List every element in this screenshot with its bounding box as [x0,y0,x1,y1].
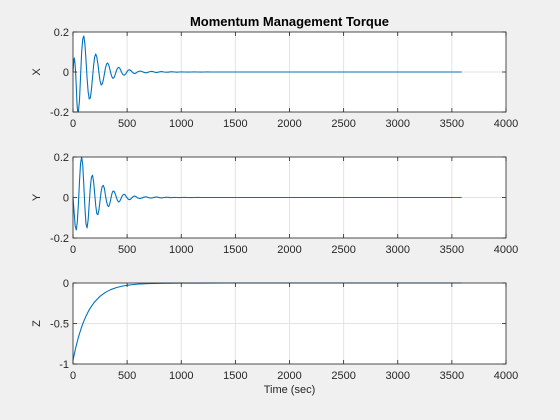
y-tick-label: -0.2 [50,107,69,119]
x-tick-label: 1500 [223,370,247,382]
subplot-y: 0 500 1000 1500 2000 2500 3000 3500 4000-0.200.2… [31,152,518,256]
x-tick-label: 0 [70,244,76,256]
x-tick-label: 3000 [386,370,410,382]
y-tick-label: -0.5 [50,319,69,331]
series-line [72,35,462,113]
x-tick-label: 3500 [440,244,464,256]
x-tick-label: 4000 [494,370,518,382]
y-axis-label: X [31,68,43,76]
x-tick-label: 0 [70,118,76,130]
x-axis-label: Time (sec) [264,384,316,396]
subplot-z: 0 500 1000 1500 2000 2500 3000 3500 4000 -1 -0.5 0 Z [31,278,518,382]
x-tick-label: 1000 [169,244,193,256]
x-tick-label: 3000 [386,118,410,130]
x-tick-label: 500 [118,370,136,382]
x-tick-label: 1500 [223,118,247,130]
x-tick-label: 1000 [169,118,193,130]
y-tick-label: -0.2 [50,233,69,245]
x-tick-label: 3000 [386,244,410,256]
x-tick-label: 1000 [169,370,193,382]
x-tick-label: 4000 [494,244,518,256]
x-tick-label: 1500 [223,244,247,256]
y-axis-label: Z [31,320,43,327]
y-tick-label: 0.2 [54,27,69,39]
y-tick-label: 0 [63,278,69,290]
y-tick-label: -1 [59,359,69,371]
y-tick-label: 0 [63,67,69,79]
x-tick-label: 500 [118,118,136,130]
x-tick-label: 2000 [277,370,301,382]
x-tick-label: 2500 [331,370,355,382]
x-tick-label: 2000 [277,244,301,256]
x-tick-label: 4000 [494,118,518,130]
x-tick-label: 0 [70,370,76,382]
x-tick-label: 2000 [277,118,301,130]
y-axis-label: Y [31,193,43,201]
y-tick-label: 0 [63,193,69,205]
x-tick-label: 3500 [440,118,464,130]
chart-title: Momentum Management Torque [190,14,389,29]
x-tick-label: 3500 [440,370,464,382]
y-tick-label: 0.2 [54,152,69,164]
x-tick-label: 2500 [331,244,355,256]
subplot-x: 0 500 1000 1500 2000 2500 3000 3500 4000-0.200.2… [31,27,518,130]
x-tick-label: 500 [118,244,136,256]
series-line [72,156,462,231]
x-tick-label: 2500 [331,118,355,130]
